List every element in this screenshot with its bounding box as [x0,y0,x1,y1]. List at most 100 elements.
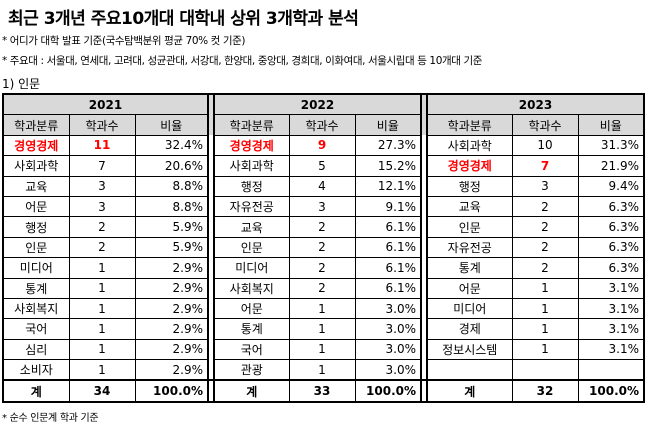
column-gap [421,216,427,238]
table-row: 국어 1 2.9% 통계 1 3.0% 경제 1 3.1% [2,318,645,340]
department-name: 경영경제 [213,134,290,157]
department-name: 인문 [426,216,513,238]
department-name: 국어 [2,318,70,340]
column-gap [208,216,214,238]
column-gap [208,155,214,177]
column-gap [208,278,214,299]
column-gap [421,298,427,319]
table-row: 경영경제 11 32.4% 경영경제 9 27.3% 사회과학 10 31.3% [2,134,645,157]
column-gap [421,135,427,156]
department-name: 관광 [213,359,290,381]
column-gap [208,114,214,136]
department-ratio: 8.8% [134,195,209,218]
department-count: 1 [288,338,356,361]
table-row: 인문 2 5.9% 인문 2 6.1% 자유전공 2 6.3% [2,236,645,259]
department-count: 9 [288,134,356,157]
department-name: 심리 [2,338,70,361]
department-count: 3 [68,175,136,197]
department-ratio: 2.9% [134,338,209,361]
column-gap [421,318,427,340]
department-name: 교육 [2,175,70,197]
header-count: 학과수 [68,114,136,136]
header-ratio: 비율 [134,114,209,136]
department-count: 3 [288,195,356,218]
table-row: 교육 3 8.8% 행정 4 12.1% 행정 3 9.4% [2,175,645,197]
department-ratio: 6.1% [354,257,422,279]
department-count: 2 [288,216,356,238]
column-gap [421,176,427,197]
column-gap [208,298,214,319]
department-name: 경영경제 [2,134,70,157]
department-name: 행정 [213,175,290,197]
column-gap [208,237,214,258]
footnote: * 순수 인문계 학과 기준 [2,413,99,424]
department-count: 2 [68,216,136,238]
year-header-row: 2021 2022 2023 [2,93,645,116]
column-gap [421,379,427,403]
department-name: 어문 [2,195,70,218]
department-name: 정보시스템 [426,338,513,361]
department-name: 교육 [426,195,513,218]
department-ratio: 3.0% [354,318,422,340]
department-name: 사회과학 [426,134,513,157]
column-gap [421,196,427,217]
department-count: 3 [68,195,136,218]
total-row: 계 34 100.0% 계 33 100.0% 계 32 100.0% [2,379,645,403]
department-table: 2021 2022 2023 학과분류 학과수 비율 학과분류 학과수 비율 학과분류 학과수 비율 경… [2,93,645,403]
department-ratio: 3.1% [577,297,645,320]
department-ratio: 6.1% [354,216,422,238]
department-ratio: 2.9% [134,318,209,340]
department-count: 2 [68,236,136,259]
department-name: 인문 [213,236,290,259]
department-count: 4 [288,175,356,197]
department-count: 1 [511,277,579,299]
table-row: 통계 1 2.9% 사회복지 2 6.1% 어문 1 3.1% [2,277,645,299]
year-header: 2021 [2,93,209,116]
department-ratio: 27.3% [354,134,422,157]
table-row: 사회과학 7 20.6% 사회과학 5 15.2% 경영경제 7 21.9% [2,155,645,177]
department-ratio: 6.3% [577,216,645,238]
department-count: 2 [511,216,579,238]
department-ratio [577,359,645,381]
department-count: 1 [511,297,579,320]
table-row: 심리 1 2.9% 국어 1 3.0% 정보시스템 1 3.1% [2,338,645,361]
department-name: 소비자 [2,359,70,381]
department-ratio: 3.1% [577,338,645,361]
department-count: 1 [511,318,579,340]
department-name: 사회복지 [213,277,290,299]
department-count: 1 [68,338,136,361]
column-gap [208,318,214,340]
header-department: 학과분류 [426,114,513,136]
department-ratio: 6.3% [577,195,645,218]
department-name: 경제 [426,318,513,340]
department-name: 인문 [2,236,70,259]
department-count: 3 [511,175,579,197]
note-criteria: * 어디가 대학 발표 기준(국수탐백분위 평균 70% 컷 기준) [2,35,246,47]
department-count: 1 [68,359,136,381]
department-count: 1 [288,297,356,320]
department-count: 1 [68,318,136,340]
total-ratio: 100.0% [354,379,422,403]
header-count: 학과수 [511,114,579,136]
column-gap [421,93,427,115]
column-gap [421,278,427,299]
year-header: 2023 [426,93,645,116]
department-ratio: 3.0% [354,359,422,381]
department-count: 11 [68,134,136,157]
department-ratio: 3.1% [577,318,645,340]
department-ratio: 8.8% [134,175,209,197]
department-ratio: 5.9% [134,236,209,259]
section-label: 1) 인문 [2,77,41,91]
table-row: 어문 3 8.8% 자유전공 3 9.1% 교육 2 6.3% [2,195,645,218]
table-row: 사회복지 1 2.9% 어문 1 3.0% 미디어 1 3.1% [2,297,645,320]
total-count: 34 [68,379,136,403]
column-gap [208,379,214,403]
department-ratio: 31.3% [577,134,645,157]
department-ratio: 12.1% [354,175,422,197]
column-gap [421,237,427,258]
department-count: 1 [68,297,136,320]
department-ratio: 3.0% [354,338,422,361]
column-gap [421,359,427,381]
department-ratio: 5.9% [134,216,209,238]
department-count: 1 [511,338,579,361]
